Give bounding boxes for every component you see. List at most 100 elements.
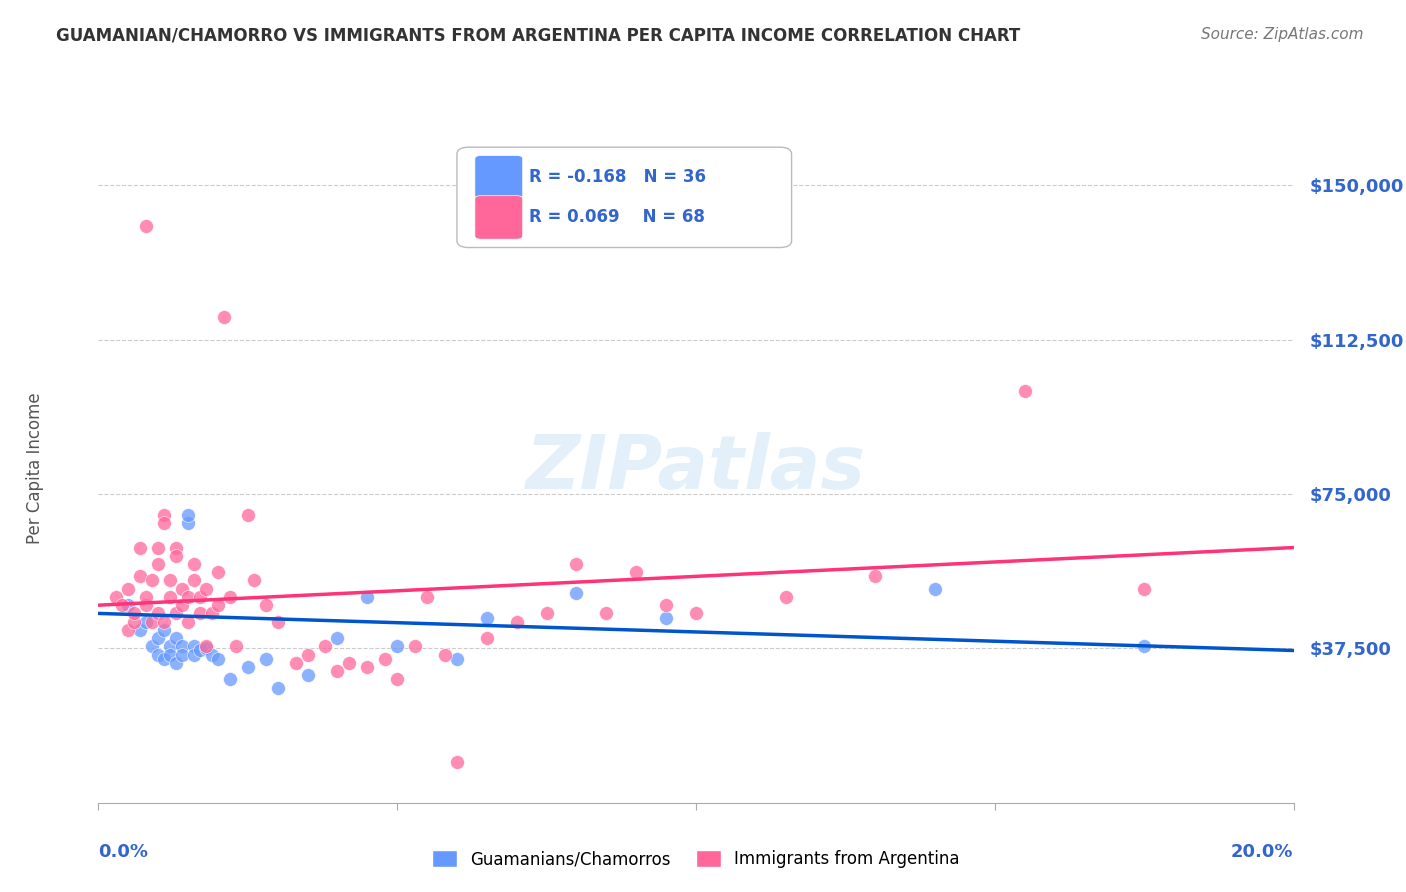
Point (129, 569, 152, 583)
FancyBboxPatch shape (475, 195, 523, 239)
Point (655, 610, 678, 624)
Point (207, 566, 229, 580)
Point (172, 648, 194, 662)
Point (153, 651, 176, 665)
Point (267, 681, 290, 695)
Point (177, 615, 200, 629)
Text: R = -0.168   N = 36: R = -0.168 N = 36 (529, 169, 706, 186)
Point (183, 648, 205, 662)
Point (212, 310, 235, 324)
Point (475, 631, 498, 645)
Point (655, 598, 678, 612)
Point (1133, 582, 1156, 596)
FancyBboxPatch shape (457, 147, 792, 248)
Point (775, 590, 797, 604)
Point (194, 582, 218, 596)
Point (135, 615, 157, 629)
Point (236, 508, 259, 522)
Point (254, 651, 277, 665)
Point (141, 574, 163, 588)
Point (117, 598, 139, 612)
Text: 20.0%: 20.0% (1232, 843, 1294, 861)
Legend: Guamanians/Chamorros, Immigrants from Argentina: Guamanians/Chamorros, Immigrants from Ar… (426, 843, 966, 875)
Point (236, 660, 259, 674)
Point (159, 640, 181, 654)
Point (188, 607, 211, 621)
Point (135, 590, 157, 604)
Point (135, 598, 157, 612)
Point (105, 590, 128, 604)
Point (506, 615, 529, 629)
Point (201, 607, 224, 621)
Point (219, 590, 242, 604)
Point (135, 219, 157, 234)
Point (165, 607, 187, 621)
Point (141, 615, 163, 629)
Text: 0.0%: 0.0% (98, 843, 149, 861)
Point (326, 664, 349, 678)
Point (374, 651, 396, 665)
Point (434, 648, 457, 662)
Point (356, 660, 378, 674)
Point (416, 590, 439, 604)
Point (297, 648, 319, 662)
Point (159, 590, 181, 604)
Point (356, 590, 378, 604)
Point (243, 574, 266, 588)
Point (188, 590, 211, 604)
Point (225, 640, 247, 654)
Text: ZIPatlas: ZIPatlas (526, 432, 866, 505)
Point (207, 651, 229, 665)
Point (201, 648, 224, 662)
Point (924, 582, 946, 596)
Point (183, 574, 205, 588)
Point (404, 640, 426, 654)
Point (117, 582, 139, 596)
Point (172, 582, 194, 596)
Point (685, 607, 707, 621)
Point (207, 598, 229, 612)
Point (177, 516, 200, 530)
Point (475, 610, 498, 624)
Point (165, 541, 187, 555)
Point (565, 557, 588, 571)
Point (446, 651, 468, 665)
Point (194, 641, 218, 656)
Point (129, 541, 152, 555)
Point (153, 615, 176, 629)
Point (117, 623, 139, 637)
Point (297, 668, 319, 682)
Point (1133, 640, 1156, 654)
Point (624, 566, 647, 580)
Point (148, 557, 170, 571)
Point (865, 569, 887, 583)
Point (267, 615, 290, 629)
Point (153, 623, 176, 637)
Point (165, 631, 187, 645)
Point (148, 541, 170, 555)
Point (254, 598, 277, 612)
Point (385, 640, 409, 654)
Point (177, 508, 200, 522)
Point (536, 607, 558, 621)
Point (159, 648, 181, 662)
Point (165, 549, 187, 563)
Point (111, 598, 134, 612)
Text: R = 0.069    N = 68: R = 0.069 N = 68 (529, 209, 704, 227)
Point (124, 615, 146, 629)
Point (172, 640, 194, 654)
Point (124, 607, 146, 621)
Text: Source: ZipAtlas.com: Source: ZipAtlas.com (1201, 27, 1364, 42)
Point (315, 640, 337, 654)
Point (172, 598, 194, 612)
Text: Per Capita Income: Per Capita Income (27, 392, 44, 544)
Point (1014, 384, 1036, 398)
Point (183, 557, 205, 571)
Point (595, 607, 617, 621)
Point (565, 586, 588, 600)
Point (385, 673, 409, 687)
Point (141, 640, 163, 654)
FancyBboxPatch shape (475, 155, 523, 199)
Point (148, 648, 170, 662)
Point (159, 574, 181, 588)
